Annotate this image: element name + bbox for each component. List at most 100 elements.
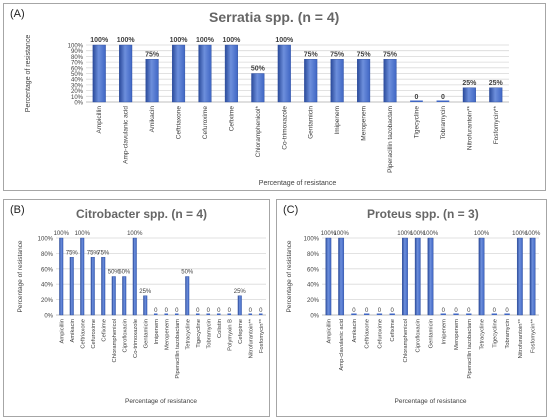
x-tick-label: Tobramycin <box>505 319 511 349</box>
bar <box>478 237 485 316</box>
bar <box>185 276 190 316</box>
x-tick-label: Chloramphenicol* <box>255 106 262 158</box>
chart-panel-b: (B) Citrobacter spp. (n = 4) 0% 20% 40% 60%… <box>3 199 270 417</box>
panel-label-b: (B) <box>10 204 25 216</box>
bar <box>59 237 64 316</box>
bar <box>325 237 332 316</box>
y-tick-label: 0% <box>44 314 53 320</box>
bar <box>122 276 127 316</box>
y-tick-label: 60% <box>307 267 320 273</box>
x-tick-label: Piperacillin tazobactam <box>387 106 394 173</box>
x-tick-label: Co-trimoxazole <box>133 319 139 358</box>
data-label: 0 <box>493 308 497 314</box>
x-tick-label: Tobramycin <box>206 319 212 349</box>
bar <box>145 59 159 103</box>
y-tick-label: 0% <box>74 101 83 107</box>
bar <box>402 237 408 316</box>
bar <box>224 44 238 103</box>
bar <box>376 313 383 315</box>
y-axis-title: Percentage of resistance <box>17 240 24 312</box>
data-label: 100% <box>525 231 541 237</box>
bar <box>216 313 221 315</box>
x-tick-label: Ciprofloxacin <box>416 319 422 353</box>
x-tick-label: Imipenem <box>334 106 341 135</box>
y-tick-label: 80% <box>307 252 320 258</box>
bar <box>351 313 357 315</box>
x-tick-label: Tobramycin <box>440 106 447 140</box>
bar <box>436 100 450 102</box>
x-tick-label: Piperacillin tazobactam <box>467 319 473 379</box>
bar <box>132 237 137 316</box>
chart-title-c: Proteus spp. (n = 3) <box>367 207 479 221</box>
x-tick-label: Cefuroxime <box>202 106 209 140</box>
bar <box>227 313 232 315</box>
y-tick-label: 50% <box>71 72 84 78</box>
data-label: 100% <box>90 37 109 44</box>
data-label: 100% <box>512 231 528 237</box>
bar <box>143 295 148 316</box>
bar <box>363 313 370 315</box>
bar <box>427 237 434 316</box>
data-label: 25% <box>462 80 477 87</box>
x-tick-label: Cefepime <box>238 319 244 344</box>
y-tick-label: 30% <box>71 83 84 89</box>
data-label: 0 <box>352 308 356 314</box>
x-tick-label: Gentamicin <box>143 319 149 348</box>
bar <box>92 44 106 103</box>
bar <box>277 44 291 103</box>
data-label: 0 <box>378 308 382 314</box>
chart-c: 0% 20% 40% 60% 80% 100% Percentage of resistan… <box>286 231 541 405</box>
bar <box>153 313 158 315</box>
bar <box>304 59 318 103</box>
y-tick-label: 40% <box>307 283 320 289</box>
data-label: 0 <box>442 308 446 314</box>
bar <box>251 73 265 103</box>
data-label: 0 <box>259 308 263 314</box>
bar <box>504 313 510 315</box>
data-label: 50% <box>118 270 131 276</box>
x-tick-label: Ceftriaxone <box>365 319 371 349</box>
y-tick-label: 20% <box>307 298 320 304</box>
bar <box>80 237 85 316</box>
x-tick-label: Amp-clavulanic acid <box>339 319 345 371</box>
bar <box>330 59 344 103</box>
bar <box>440 313 446 315</box>
x-tick-label: Meropenem <box>454 319 460 350</box>
y-tick-label: 60% <box>71 66 84 72</box>
x-tick-label: Ceftriaxone <box>176 106 183 140</box>
x-tick-label: Ampicillin <box>59 319 65 343</box>
x-tick-label: Polymyxin B <box>227 319 233 351</box>
data-label: 0 <box>365 308 369 314</box>
data-label: 50% <box>251 66 266 73</box>
data-label: 0 <box>505 308 509 314</box>
x-tick-label: Gentamicin <box>429 319 435 348</box>
y-tick-label: 10% <box>71 95 84 101</box>
chart-b: 0% 20% 40% 60% 80% 100% Percentage of resistan… <box>17 231 266 405</box>
chart-title-b: Citrobacter spp. (n = 4) <box>76 207 208 221</box>
data-label: 75% <box>97 250 110 256</box>
x-tick-label: Amikacin <box>352 319 358 343</box>
data-label: 100% <box>410 231 426 237</box>
data-label: 75% <box>330 51 345 58</box>
bar <box>69 257 74 316</box>
data-label: 75% <box>357 51 372 58</box>
x-tick-label: Tigecycline <box>196 319 202 348</box>
chart-panel-c: (C) Proteus spp. (n = 3) 0% 20% 40% 60% 80% 1… <box>276 199 547 417</box>
bar <box>357 59 371 103</box>
data-label: 0 <box>391 308 395 314</box>
data-label: 100% <box>397 231 413 237</box>
bar <box>171 44 186 103</box>
x-tick-label: Meropenem <box>164 319 170 350</box>
x-tick-label: Chloramphenicol <box>403 319 409 363</box>
bar <box>529 237 536 316</box>
y-tick-label: 100% <box>38 237 54 243</box>
x-tick-label: Amp-clavulanic acid <box>123 106 130 164</box>
x-tick-label: Co-trimoxazole <box>281 106 288 150</box>
x-tick-label: Fosfomycin** <box>531 318 537 353</box>
y-tick-label: 100% <box>304 237 320 243</box>
bar <box>195 313 200 315</box>
panel-label-c: (C) <box>283 204 299 216</box>
bar <box>258 313 263 315</box>
data-label: 100% <box>170 37 189 44</box>
bar <box>338 237 345 316</box>
